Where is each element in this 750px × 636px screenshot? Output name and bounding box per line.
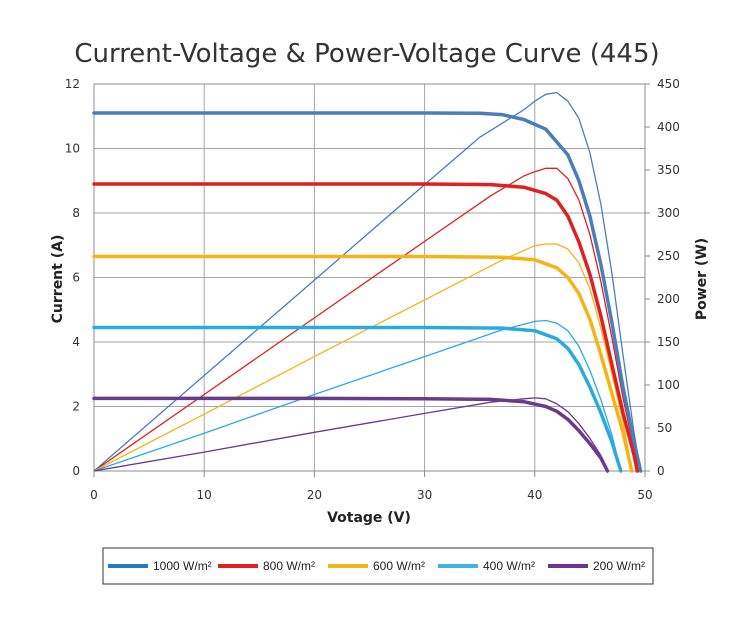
legend-label: 200 W/m² — [593, 559, 645, 573]
y-tick-label: 12 — [65, 77, 80, 91]
y2-tick-label: 400 — [657, 120, 680, 134]
y2-tick-label: 50 — [657, 421, 672, 435]
legend-label: 800 W/m² — [263, 559, 315, 573]
tick-labels: 0 2 4 6 8 10 12 0 10 20 30 40 50 0 50 100 150 200 250 300 35… — [65, 77, 680, 502]
y-tick-label: 10 — [65, 142, 80, 156]
power-curve-series-2 — [93, 167, 638, 472]
x-tick-label: 20 — [307, 488, 322, 502]
y-tick-label: 4 — [72, 335, 80, 349]
x-tick-label: 10 — [197, 488, 212, 502]
y2-tick-label: 450 — [657, 77, 680, 91]
y2-tick-label: 350 — [657, 163, 680, 177]
x-tick-label: 0 — [90, 488, 98, 502]
current-curve-series-1 — [92, 111, 643, 473]
grid-layer — [93, 83, 650, 477]
power-curves — [93, 91, 642, 472]
chart-title: Current-Voltage & Power-Voltage Curve (4… — [74, 39, 659, 69]
y2-axis-label: Power (W) — [694, 238, 710, 320]
legend-label: 400 W/m² — [483, 559, 535, 573]
y2-tick-label: 100 — [657, 378, 680, 392]
current-curve-series-3 — [92, 254, 634, 473]
current-curve-series-5 — [92, 396, 610, 473]
y-tick-label: 6 — [72, 271, 80, 285]
power-curve-series-5 — [93, 397, 609, 472]
x-tick-label: 30 — [417, 488, 432, 502]
y2-tick-label: 0 — [657, 464, 665, 478]
power-curve-series-3 — [93, 243, 633, 472]
power-curve-series-1 — [93, 91, 642, 472]
x-tick-label: 40 — [527, 488, 542, 502]
y2-tick-label: 250 — [657, 249, 680, 263]
current-curves — [92, 111, 643, 473]
y-tick-label: 2 — [72, 400, 80, 414]
power-curve-series-4 — [93, 319, 622, 472]
x-axis-label: Votage (V) — [327, 510, 411, 526]
current-curve-series-2 — [92, 182, 640, 473]
x-tick-label: 50 — [637, 488, 652, 502]
y-tick-label: 8 — [72, 206, 80, 220]
legend: 1000 W/m² 800 W/m² 600 W/m² 400 W/m² 200 W/m… — [102, 547, 654, 585]
y-tick-label: 0 — [72, 464, 80, 478]
legend-label: 1000 W/m² — [153, 559, 212, 573]
plot-frame — [93, 83, 646, 472]
legend-label: 600 W/m² — [373, 559, 425, 573]
y2-tick-label: 200 — [657, 292, 680, 306]
y2-tick-label: 150 — [657, 335, 680, 349]
y2-tick-label: 300 — [657, 206, 680, 220]
current-curve-series-4 — [92, 325, 623, 473]
y-axis-label: Current (A) — [50, 235, 66, 324]
